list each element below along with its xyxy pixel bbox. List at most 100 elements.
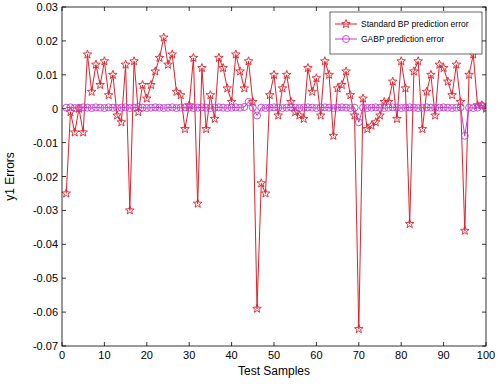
y-tick-right (482, 176, 486, 177)
marker (465, 70, 474, 78)
y-tick-label: 0 (52, 103, 58, 115)
x-tick-top (231, 7, 232, 11)
marker (113, 111, 122, 119)
marker (168, 50, 177, 58)
x-tick-label: 80 (395, 349, 407, 361)
marker (121, 60, 130, 68)
y-tick (62, 210, 66, 211)
marker (104, 91, 113, 99)
y-tick (62, 278, 66, 279)
marker (232, 50, 241, 58)
marker (431, 111, 440, 119)
marker (308, 87, 317, 95)
marker (444, 77, 453, 85)
legend-label: GABP prediction error (361, 34, 444, 44)
marker (414, 57, 423, 65)
x-tick-top (189, 7, 190, 11)
marker (210, 114, 219, 122)
x-tick-top (358, 7, 359, 11)
marker (253, 304, 262, 312)
series-line (66, 102, 486, 136)
marker (478, 102, 485, 109)
marker (126, 206, 135, 214)
x-tick-label: 40 (225, 349, 237, 361)
legend: Standard BP prediction errorGABP predict… (330, 12, 482, 54)
y-tick-label: 0.01 (37, 69, 58, 81)
marker (274, 111, 283, 119)
legend-line (335, 24, 357, 25)
marker (265, 91, 274, 99)
marker (244, 57, 253, 65)
marker (261, 189, 270, 197)
marker (393, 114, 402, 122)
marker (299, 114, 308, 122)
marker (176, 91, 185, 99)
marker (388, 77, 397, 85)
marker (376, 111, 385, 119)
y-tick-right (482, 278, 486, 279)
marker (215, 53, 224, 61)
y-tick-right (482, 142, 486, 143)
marker (338, 80, 347, 88)
marker (452, 60, 461, 68)
background (0, 0, 500, 384)
marker (206, 91, 215, 99)
y-tick-label: -0.07 (33, 340, 58, 352)
marker (240, 84, 249, 92)
y-tick (62, 244, 66, 245)
x-tick-top (401, 7, 402, 11)
x-tick-top (316, 7, 317, 11)
marker (427, 70, 436, 78)
x-tick-label: 50 (268, 349, 280, 361)
marker (147, 80, 156, 88)
x-tick-top (104, 7, 105, 11)
x-tick-top (274, 7, 275, 11)
marker (92, 60, 101, 68)
x-tick-top (146, 7, 147, 11)
marker (143, 94, 152, 102)
y-tick-right (482, 244, 486, 245)
marker (236, 67, 245, 75)
y-tick-right (482, 40, 486, 41)
marker (189, 53, 198, 61)
x-tick-label: 90 (437, 349, 449, 361)
x-tick-label: 60 (310, 349, 322, 361)
x-tick-top (443, 7, 444, 11)
y-tick (62, 40, 66, 41)
marker (325, 70, 334, 78)
marker (397, 57, 406, 65)
marker (329, 131, 338, 139)
marker (346, 91, 355, 99)
marker (202, 125, 211, 133)
marker (151, 67, 160, 75)
marker (164, 60, 173, 68)
y-tick-label: -0.04 (33, 238, 58, 250)
x-tick (358, 342, 359, 346)
marker (312, 74, 321, 82)
marker (109, 70, 118, 78)
marker (355, 325, 364, 333)
legend-marker (343, 36, 350, 43)
x-tick (274, 342, 275, 346)
marker (483, 104, 487, 111)
marker (83, 50, 92, 58)
marker (181, 125, 190, 133)
y-tick (62, 74, 66, 75)
x-tick (231, 342, 232, 346)
marker (117, 118, 126, 126)
marker (351, 104, 358, 111)
x-tick-label: 100 (477, 349, 495, 361)
marker (342, 67, 351, 75)
x-tick (443, 342, 444, 346)
marker (79, 128, 88, 136)
y-tick-label: -0.02 (33, 171, 58, 183)
x-tick (401, 342, 402, 346)
marker (448, 91, 457, 99)
marker (355, 119, 362, 126)
marker (474, 104, 481, 111)
y-tick-right (482, 312, 486, 313)
marker (359, 94, 368, 102)
x-tick-label: 0 (59, 349, 65, 361)
marker (270, 70, 279, 78)
x-tick-label: 20 (141, 349, 153, 361)
